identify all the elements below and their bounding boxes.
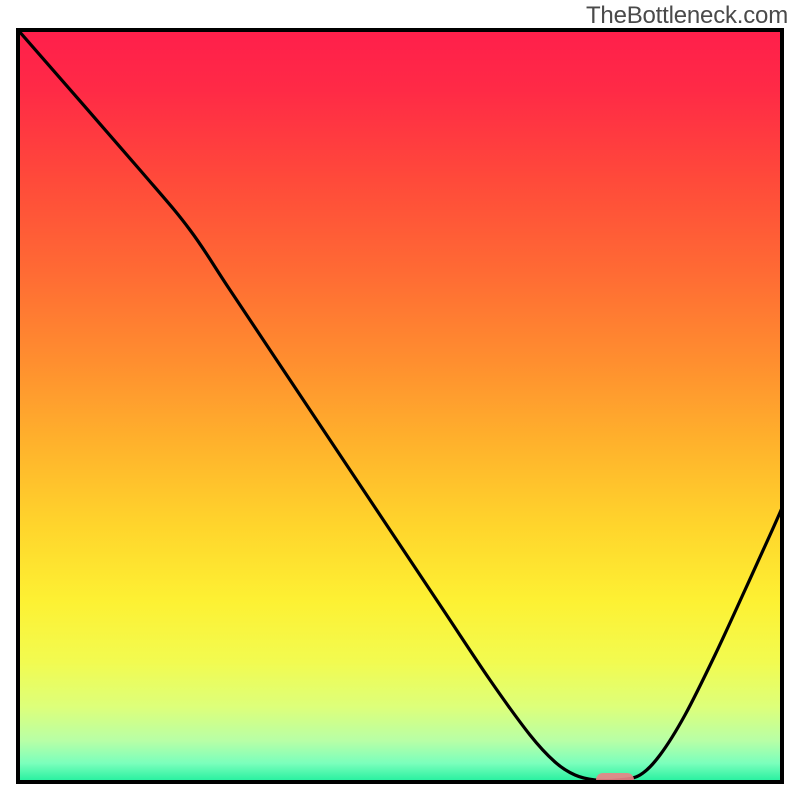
watermark-text: TheBottleneck.com [586, 2, 788, 30]
gradient-background [18, 30, 782, 782]
bottleneck-chart [0, 0, 800, 800]
chart-container: TheBottleneck.com [0, 0, 800, 800]
